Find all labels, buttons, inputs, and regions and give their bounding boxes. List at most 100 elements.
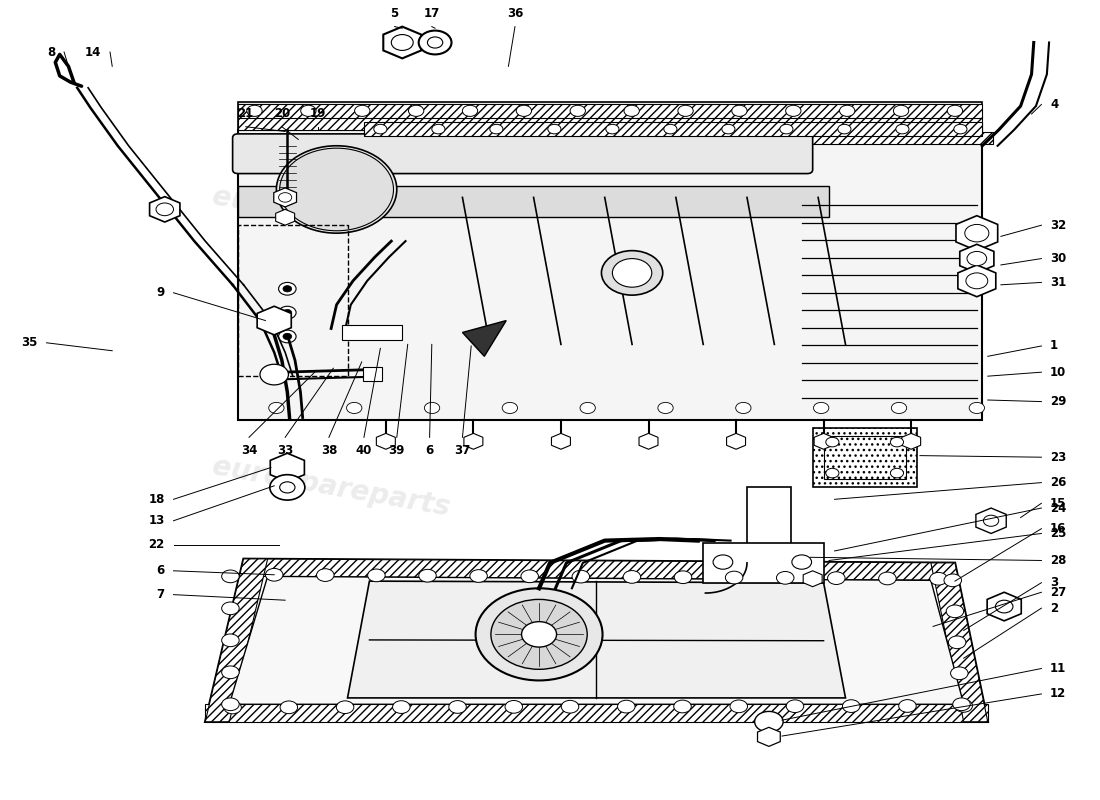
Circle shape <box>283 334 292 340</box>
Bar <box>813 428 916 487</box>
Polygon shape <box>238 186 829 218</box>
Circle shape <box>419 30 451 54</box>
Text: 30: 30 <box>1050 252 1066 265</box>
Circle shape <box>780 124 793 134</box>
Circle shape <box>839 106 855 116</box>
Circle shape <box>725 571 742 584</box>
Text: 34: 34 <box>241 444 257 457</box>
Circle shape <box>491 599 587 670</box>
Circle shape <box>827 572 845 585</box>
Bar <box>342 325 403 341</box>
Circle shape <box>392 34 414 50</box>
Circle shape <box>561 700 579 713</box>
Circle shape <box>954 124 967 134</box>
Circle shape <box>570 106 585 116</box>
Text: 11: 11 <box>1050 662 1066 675</box>
Text: 19: 19 <box>310 107 327 120</box>
Text: 28: 28 <box>1050 554 1067 567</box>
Circle shape <box>786 700 804 713</box>
Text: 26: 26 <box>1050 476 1067 489</box>
Text: 4: 4 <box>1050 98 1058 111</box>
Circle shape <box>966 273 988 289</box>
Text: 27: 27 <box>1050 586 1066 598</box>
Circle shape <box>838 124 851 134</box>
Circle shape <box>572 570 590 583</box>
Circle shape <box>393 701 410 714</box>
Circle shape <box>890 438 903 447</box>
Circle shape <box>276 146 397 233</box>
Polygon shape <box>931 563 988 722</box>
Circle shape <box>814 402 828 414</box>
Text: 18: 18 <box>148 493 165 506</box>
Text: 8: 8 <box>47 46 55 58</box>
Text: eurospareparts: eurospareparts <box>210 182 452 252</box>
Circle shape <box>374 124 387 134</box>
Circle shape <box>732 106 747 116</box>
Circle shape <box>280 701 298 714</box>
Circle shape <box>354 106 370 116</box>
Text: 14: 14 <box>85 46 101 58</box>
Bar <box>824 436 905 479</box>
Circle shape <box>246 106 262 116</box>
Circle shape <box>279 148 394 230</box>
Circle shape <box>785 106 801 116</box>
Circle shape <box>490 124 503 134</box>
Circle shape <box>893 106 909 116</box>
Circle shape <box>996 600 1013 613</box>
Text: 7: 7 <box>156 588 165 601</box>
Text: 22: 22 <box>148 538 165 551</box>
Circle shape <box>713 555 733 570</box>
Circle shape <box>337 701 354 714</box>
Circle shape <box>879 572 896 585</box>
Circle shape <box>432 124 444 134</box>
Circle shape <box>222 634 239 646</box>
Circle shape <box>419 570 437 582</box>
Circle shape <box>260 364 288 385</box>
Circle shape <box>317 569 334 582</box>
Text: 1: 1 <box>1050 339 1058 353</box>
Text: 35: 35 <box>21 336 37 350</box>
Bar <box>238 104 982 118</box>
Circle shape <box>826 438 839 447</box>
Text: 31: 31 <box>1050 276 1066 289</box>
Circle shape <box>955 699 972 712</box>
Text: 20: 20 <box>274 107 290 120</box>
Circle shape <box>278 306 296 319</box>
Text: 13: 13 <box>148 514 165 527</box>
Circle shape <box>613 258 652 287</box>
Circle shape <box>930 572 947 585</box>
Circle shape <box>953 698 970 710</box>
Circle shape <box>843 700 860 713</box>
Polygon shape <box>238 130 982 420</box>
Circle shape <box>428 37 442 48</box>
Polygon shape <box>206 559 267 722</box>
Text: 25: 25 <box>1050 527 1067 540</box>
Circle shape <box>730 700 748 713</box>
Circle shape <box>425 402 440 414</box>
Circle shape <box>678 106 693 116</box>
Text: 32: 32 <box>1050 218 1066 232</box>
Text: 15: 15 <box>1050 497 1067 510</box>
Text: 6: 6 <box>156 564 165 578</box>
Circle shape <box>969 402 984 414</box>
Circle shape <box>475 588 603 681</box>
Circle shape <box>548 124 561 134</box>
Circle shape <box>278 193 292 202</box>
Polygon shape <box>229 576 964 704</box>
Bar <box>747 487 791 563</box>
Circle shape <box>503 402 517 414</box>
Circle shape <box>278 282 296 295</box>
Polygon shape <box>206 559 988 722</box>
Circle shape <box>521 622 557 647</box>
Circle shape <box>946 605 964 618</box>
Circle shape <box>792 555 812 570</box>
Polygon shape <box>348 581 846 698</box>
Text: 2: 2 <box>1050 602 1058 614</box>
Circle shape <box>521 570 539 582</box>
Circle shape <box>967 251 987 266</box>
Circle shape <box>224 701 241 714</box>
Circle shape <box>947 106 962 116</box>
Text: 21: 21 <box>238 107 254 120</box>
Polygon shape <box>462 321 506 356</box>
Circle shape <box>965 225 989 242</box>
